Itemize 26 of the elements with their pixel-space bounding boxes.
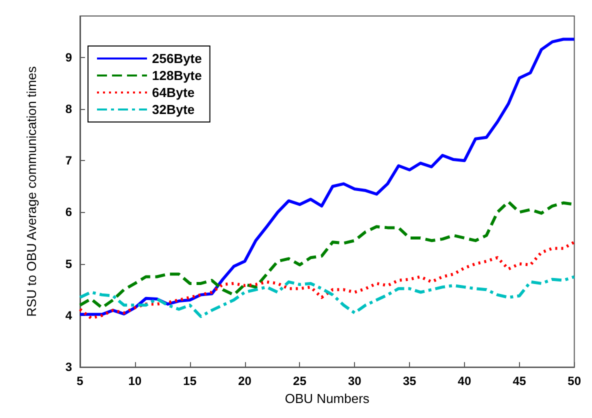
x-tick-label: 45 — [512, 374, 526, 388]
y-axis-title: RSU to OBU Average communication times — [24, 66, 39, 317]
y-tick-label: 9 — [65, 50, 72, 64]
line-series — [78, 275, 576, 318]
legend-label: 256Byte — [152, 51, 202, 66]
y-tick-label: 5 — [65, 256, 72, 271]
x-tick-label: 15 — [183, 374, 197, 388]
x-tick-label: 25 — [293, 374, 307, 388]
x-tick-label: 40 — [458, 374, 472, 388]
x-tick-label: 5 — [76, 374, 84, 388]
x-tick-label: 35 — [402, 374, 417, 388]
y-tick-label: 3 — [65, 360, 72, 374]
x-axis-title: OBU Numbers — [284, 391, 370, 406]
legend-label: 128Byte — [152, 68, 202, 83]
legend-label: 32Byte — [152, 102, 195, 117]
y-tick-label: 8 — [65, 102, 72, 116]
y-tick-label: 7 — [65, 154, 72, 168]
line-series — [78, 38, 576, 316]
x-tick-label: 10 — [128, 374, 142, 388]
x-tick-label: 30 — [348, 374, 362, 388]
x-tick-label: 50 — [568, 374, 582, 388]
y-tick-label: 6 — [65, 205, 72, 220]
line-series — [78, 240, 576, 320]
x-tick-label: 20 — [238, 374, 252, 388]
y-tick-label: 4 — [65, 308, 72, 322]
legend-label: 64Byte — [152, 85, 195, 100]
